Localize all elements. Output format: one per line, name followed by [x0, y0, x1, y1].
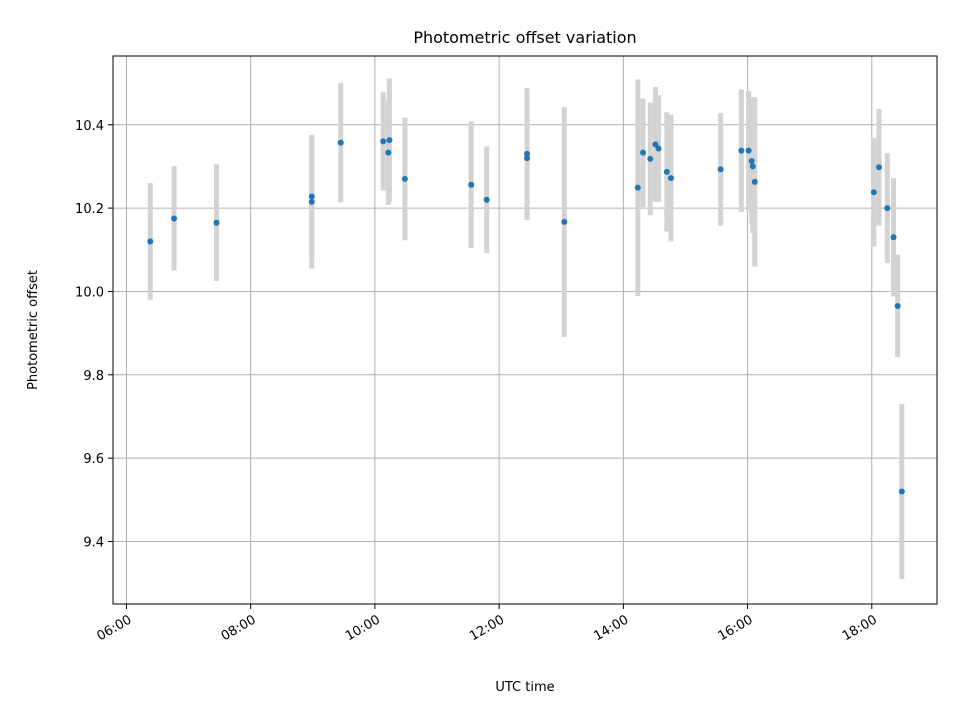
x-axis-label: UTC time: [495, 680, 554, 695]
data-point: [898, 488, 905, 495]
data-point: [171, 215, 178, 222]
data-point: [213, 219, 220, 226]
data-point: [401, 175, 408, 182]
y-axis-label: Photometric offset: [26, 270, 41, 390]
data-point: [634, 184, 641, 191]
plot-frame: [112, 55, 938, 605]
data-point: [745, 147, 752, 154]
y-tick-label: 9.4: [83, 535, 104, 550]
y-tick-label: 9.6: [83, 452, 104, 467]
data-point: [884, 205, 891, 212]
data-point: [652, 141, 659, 148]
data-point: [647, 155, 654, 162]
data-point: [655, 145, 662, 152]
data-point: [386, 137, 393, 144]
data-point: [748, 158, 755, 165]
data-point: [308, 193, 315, 200]
data-point: [147, 238, 154, 245]
data-point: [894, 303, 901, 310]
data-point: [667, 175, 674, 182]
data-point: [751, 178, 758, 185]
y-tick-label: 10.0: [75, 285, 104, 300]
data-point: [876, 164, 883, 171]
data-point: [468, 181, 475, 188]
data-point: [524, 155, 531, 162]
data-point: [524, 150, 531, 157]
data-point: [385, 149, 392, 156]
data-point: [717, 166, 724, 173]
y-tick-label: 9.8: [83, 369, 104, 384]
y-axis-ticks: 9.4 9.6 9.8 10.0 10.2 10.4: [75, 119, 113, 550]
y-tick-label: 10.4: [75, 119, 104, 134]
data-point: [738, 147, 745, 154]
data-point: [308, 198, 315, 205]
data-point: [337, 139, 344, 146]
data-point: [890, 234, 897, 241]
data-point: [640, 149, 647, 156]
data-point: [663, 168, 670, 175]
data-point: [380, 138, 387, 145]
data-point: [483, 196, 490, 203]
data-point: [749, 163, 756, 170]
y-tick-label: 10.2: [75, 202, 104, 217]
data-points: [147, 137, 905, 495]
data-point: [870, 189, 877, 196]
data-point: [561, 218, 568, 225]
chart-title: Photometric offset variation: [413, 28, 636, 47]
